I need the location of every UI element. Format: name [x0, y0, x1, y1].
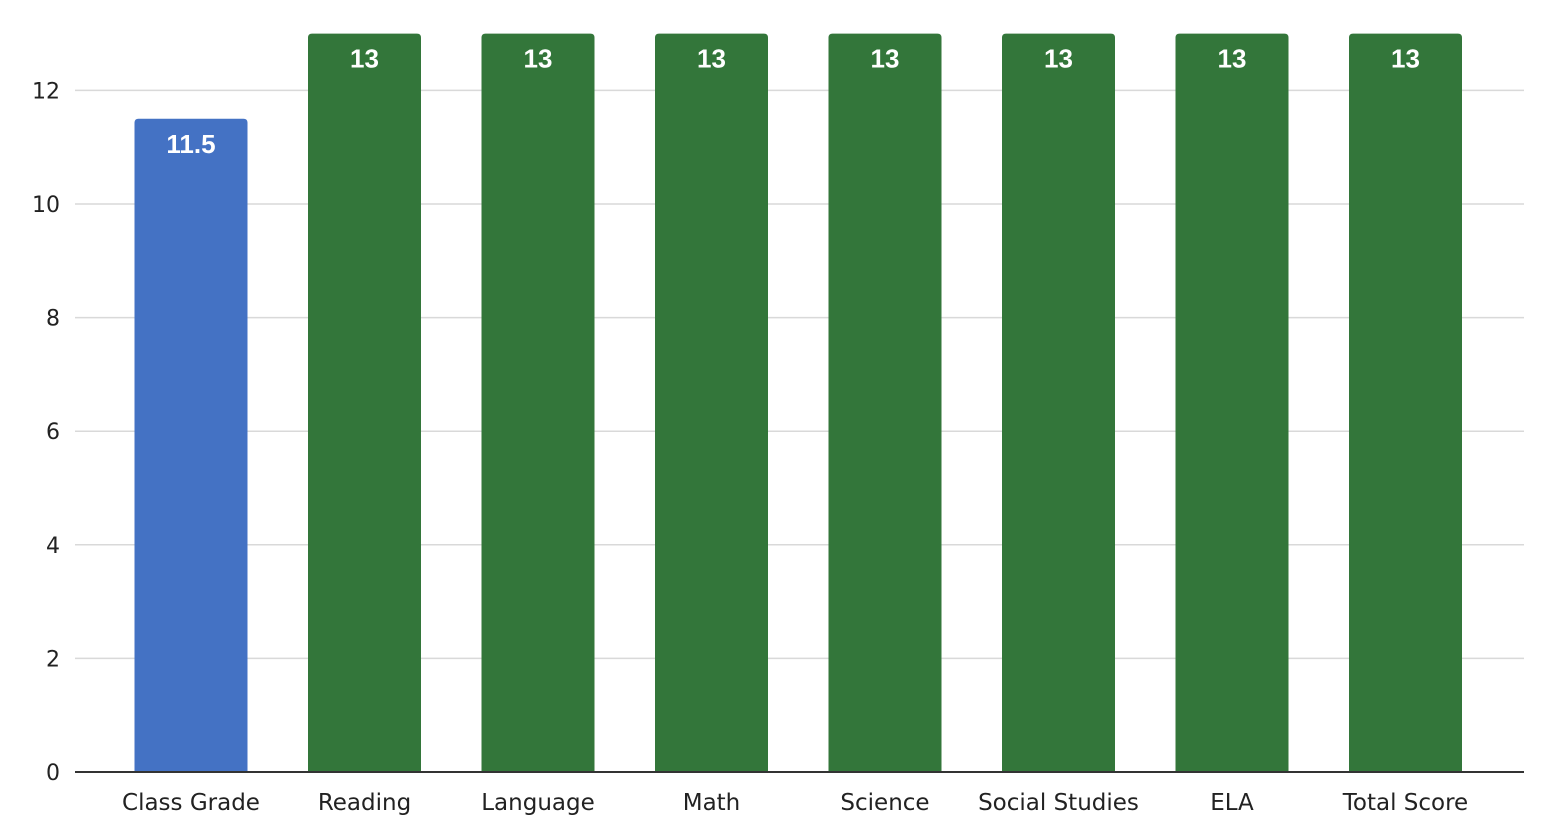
data-label: 13	[524, 44, 553, 74]
y-tick-label: 8	[46, 307, 60, 332]
y-tick-label: 2	[46, 647, 60, 672]
x-tick-label: Social Studies	[978, 790, 1139, 816]
data-label: 13	[1218, 44, 1247, 74]
y-tick-label: 0	[46, 761, 60, 786]
bar-class-grade	[134, 118, 248, 773]
data-label: 13	[871, 44, 900, 74]
data-label: 11.5	[166, 129, 215, 159]
bar-language	[481, 33, 595, 773]
bar-ela	[1175, 33, 1289, 773]
x-tick-label: ELA	[1210, 790, 1254, 816]
x-tick-label: Language	[481, 790, 595, 816]
bars	[134, 33, 1462, 773]
data-label: 13	[697, 44, 726, 74]
y-tick-label: 12	[32, 79, 60, 104]
x-axis-labels: Class Grade Reading Language Math Science Soc…	[122, 790, 1468, 816]
data-labels: 11.5 13 13 13 13 13 13 13	[166, 44, 1420, 159]
x-tick-label: Class Grade	[122, 790, 260, 816]
bar-science	[828, 33, 942, 773]
bar-social-studies	[1002, 33, 1115, 773]
bar-math	[655, 33, 768, 773]
gridlines	[75, 89, 1524, 660]
y-axis-ticks: 0 2 4 6 8 10 12	[32, 79, 60, 786]
data-label: 13	[350, 44, 379, 74]
bar-total-score	[1349, 33, 1462, 773]
x-tick-label: Science	[840, 790, 929, 816]
y-tick-label: 10	[32, 193, 60, 218]
y-tick-label: 6	[46, 420, 60, 445]
data-label: 13	[1391, 44, 1420, 74]
data-label: 13	[1044, 44, 1073, 74]
bar-reading	[308, 33, 421, 773]
x-tick-label: Reading	[318, 790, 411, 816]
y-tick-label: 4	[46, 534, 60, 559]
x-tick-label: Math	[683, 790, 741, 816]
x-tick-label: Total Score	[1342, 790, 1468, 816]
